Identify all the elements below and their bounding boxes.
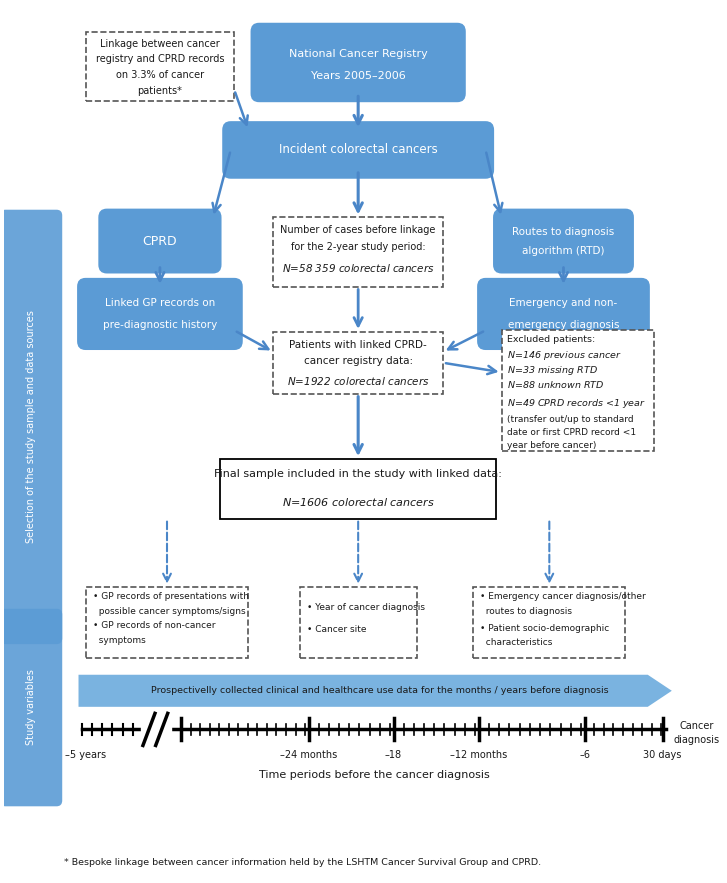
Text: routes to diagnosis: routes to diagnosis	[481, 607, 572, 615]
Text: cancer registry data:: cancer registry data:	[304, 356, 413, 366]
Text: Incident colorectal cancers: Incident colorectal cancers	[278, 143, 438, 156]
Text: –18: –18	[385, 750, 402, 759]
Text: Emergency and non-: Emergency and non-	[510, 298, 618, 308]
Bar	[273, 332, 443, 394]
Bar	[86, 586, 249, 658]
Bar	[86, 32, 234, 101]
Text: characteristics: characteristics	[481, 638, 553, 647]
Text: * Bespoke linkage between cancer information held by the LSHTM Cancer Survival G: * Bespoke linkage between cancer informa…	[65, 858, 542, 867]
Text: Time periods before the cancer diagnosis: Time periods before the cancer diagnosis	[259, 770, 489, 780]
FancyArrow shape	[79, 675, 672, 706]
Text: • Patient socio-demographic: • Patient socio-demographic	[481, 623, 609, 632]
Text: patients*: patients*	[137, 86, 182, 96]
Text: for the 2-year study period:: for the 2-year study period:	[291, 242, 425, 252]
Text: $N$=88 unknown RTD: $N$=88 unknown RTD	[507, 379, 605, 390]
Text: $N$=1922 colorectal cancers: $N$=1922 colorectal cancers	[287, 375, 430, 387]
Text: Cancer: Cancer	[680, 721, 714, 731]
Bar	[502, 330, 654, 450]
FancyBboxPatch shape	[77, 278, 243, 350]
Text: $N$=58 359 colorectal cancers: $N$=58 359 colorectal cancers	[282, 262, 435, 274]
Text: –5 years: –5 years	[65, 750, 106, 759]
Text: pre-diagnostic history: pre-diagnostic history	[103, 320, 217, 330]
FancyBboxPatch shape	[98, 208, 222, 274]
Text: $N$=146 previous cancer: $N$=146 previous cancer	[507, 349, 622, 362]
Text: –6: –6	[579, 750, 590, 759]
Bar	[273, 217, 443, 287]
Text: (transfer out/up to standard: (transfer out/up to standard	[507, 415, 634, 424]
Text: CPRD: CPRD	[142, 235, 177, 247]
Text: Selection of the study sample and data sources: Selection of the study sample and data s…	[26, 311, 36, 543]
FancyBboxPatch shape	[0, 608, 63, 806]
FancyBboxPatch shape	[493, 208, 634, 274]
Text: –12 months: –12 months	[450, 750, 507, 759]
Text: algorithm (RTD): algorithm (RTD)	[522, 245, 605, 255]
Text: Linked GP records on: Linked GP records on	[105, 298, 215, 308]
Text: • Cancer site: • Cancer site	[307, 625, 366, 634]
Text: Years 2005–2006: Years 2005–2006	[310, 71, 406, 80]
Text: Routes to diagnosis: Routes to diagnosis	[513, 227, 614, 237]
Text: • GP records of non-cancer: • GP records of non-cancer	[92, 622, 215, 630]
Text: Patients with linked CPRD-: Patients with linked CPRD-	[289, 340, 427, 350]
Text: Final sample included in the study with linked data:: Final sample included in the study with …	[214, 469, 502, 479]
Text: Prospectivelly collected clinical and healthcare use data for the months / years: Prospectivelly collected clinical and he…	[150, 686, 608, 695]
Text: year before cancer): year before cancer)	[507, 442, 597, 450]
Text: possible cancer symptoms/signs: possible cancer symptoms/signs	[92, 607, 245, 615]
FancyBboxPatch shape	[0, 210, 63, 644]
Text: Excluded patients:: Excluded patients:	[507, 335, 595, 344]
Text: $N$=49 CPRD records <1 year: $N$=49 CPRD records <1 year	[507, 397, 646, 410]
Text: Linkage between cancer: Linkage between cancer	[100, 39, 220, 49]
Text: National Cancer Registry: National Cancer Registry	[289, 49, 427, 59]
Text: 30 days: 30 days	[643, 750, 682, 759]
Bar	[220, 459, 497, 518]
Text: symptoms: symptoms	[92, 636, 145, 645]
Text: • GP records of presentations with: • GP records of presentations with	[92, 592, 249, 601]
Bar	[300, 586, 417, 658]
Text: $N$=33 missing RTD: $N$=33 missing RTD	[507, 364, 598, 376]
FancyBboxPatch shape	[251, 23, 466, 102]
Text: date or first CPRD record <1: date or first CPRD record <1	[507, 428, 636, 437]
Bar	[473, 586, 625, 658]
Text: diagnosis: diagnosis	[673, 735, 720, 744]
Text: • Emergency cancer diagnosis/other: • Emergency cancer diagnosis/other	[481, 592, 646, 601]
Text: $N$=1606 colorectal cancers: $N$=1606 colorectal cancers	[282, 496, 435, 508]
Text: Study variables: Study variables	[26, 669, 36, 745]
Text: • Year of cancer diagnosis: • Year of cancer diagnosis	[307, 603, 425, 612]
Text: –24 months: –24 months	[280, 750, 337, 759]
Text: Number of cases before linkage: Number of cases before linkage	[281, 225, 436, 235]
FancyBboxPatch shape	[222, 121, 494, 178]
Text: on 3.3% of cancer: on 3.3% of cancer	[116, 70, 204, 79]
FancyBboxPatch shape	[477, 278, 650, 350]
Text: registry and CPRD records: registry and CPRD records	[96, 54, 224, 64]
Text: emergency diagnosis: emergency diagnosis	[507, 320, 619, 330]
